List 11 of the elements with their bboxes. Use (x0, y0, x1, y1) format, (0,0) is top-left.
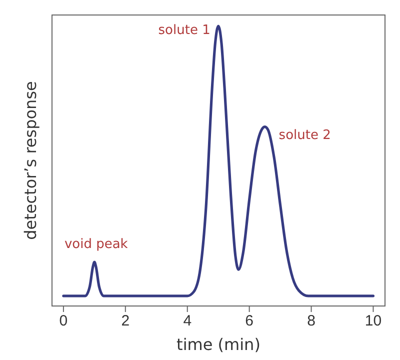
x-tick-label: 2 (121, 312, 130, 330)
annotation: void peak (64, 237, 128, 252)
annotation: solute 1 (158, 23, 210, 38)
x-tick-label: 4 (183, 312, 192, 330)
x-axis-title: time (min) (176, 335, 260, 354)
x-tick-label: 8 (307, 312, 316, 330)
x-tick-label: 6 (245, 312, 254, 330)
y-axis-title: detector’s response (21, 81, 40, 240)
annotation: solute 2 (278, 128, 331, 143)
x-tick-label: 10 (364, 312, 382, 330)
x-tick-label: 0 (59, 312, 68, 330)
